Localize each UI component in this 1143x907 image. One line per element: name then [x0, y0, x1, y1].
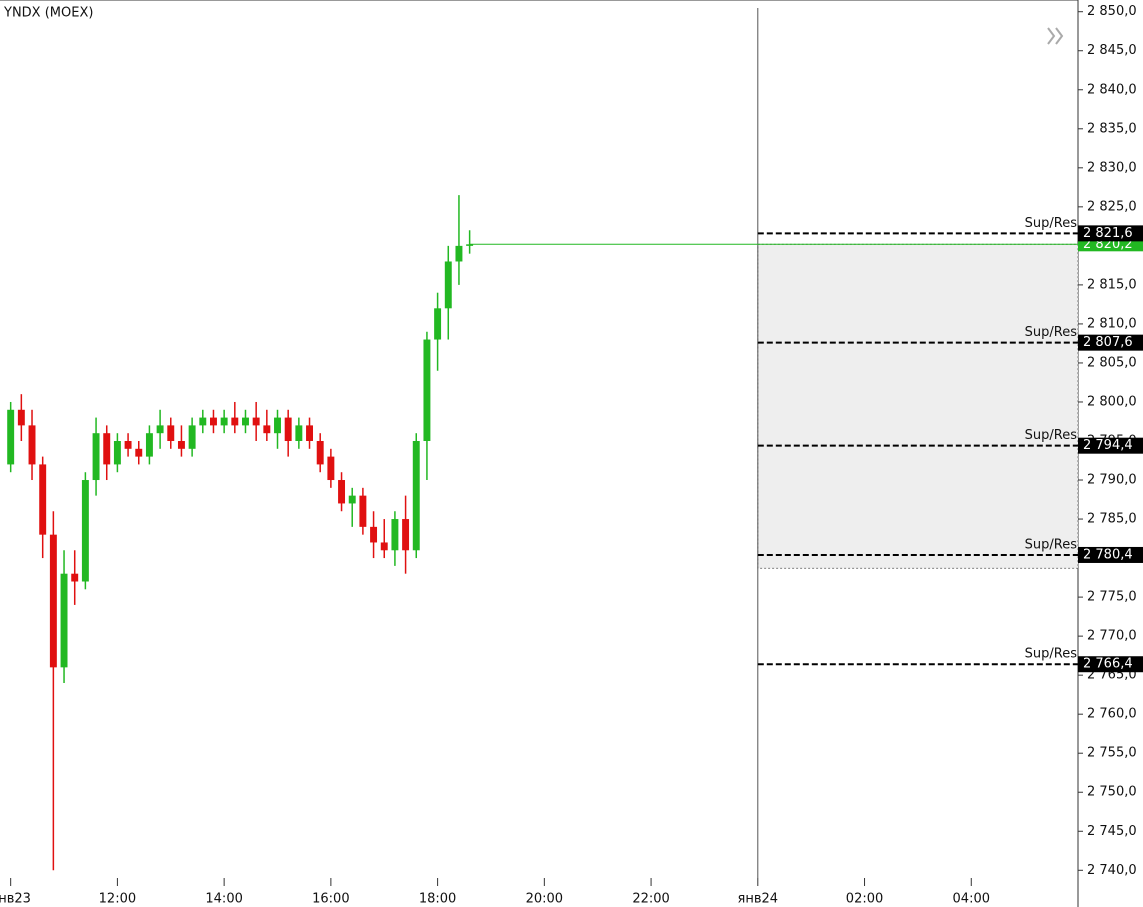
- candle-body: [209, 417, 217, 426]
- y-tick-label: 2 825,0: [1087, 199, 1137, 214]
- y-tick-label: 2 785,0: [1087, 512, 1137, 527]
- candle-body: [391, 519, 399, 551]
- candle-body: [49, 534, 57, 668]
- candle-body: [167, 425, 175, 441]
- candle-body: [295, 425, 303, 441]
- y-tick-label: 2 850,0: [1087, 4, 1137, 19]
- candle-body: [7, 409, 15, 465]
- level-name: Sup/Res: [1025, 216, 1078, 231]
- candle-body: [71, 573, 79, 582]
- candle-body: [402, 519, 410, 551]
- expand-icon[interactable]: [1047, 27, 1064, 45]
- y-tick-label: 2 770,0: [1087, 629, 1137, 644]
- candle-body: [380, 542, 388, 551]
- x-tick-label: 20:00: [526, 892, 563, 907]
- candle-body: [263, 425, 271, 434]
- candle-body: [145, 433, 153, 457]
- candle-body: [348, 495, 356, 504]
- candle-body: [199, 417, 207, 426]
- level-name: Sup/Res: [1025, 647, 1078, 662]
- x-tick-label: 18:00: [419, 892, 456, 907]
- candle-body: [412, 441, 420, 551]
- candle-body: [252, 417, 260, 426]
- candle-body: [28, 425, 36, 465]
- candle-body: [156, 425, 164, 434]
- candle-body: [274, 417, 281, 434]
- chart-title: YNDX (MOEX): [3, 6, 93, 21]
- y-tick-label: 2 805,0: [1087, 355, 1137, 370]
- y-tick-label: 2 740,0: [1087, 863, 1137, 878]
- candle-body: [92, 433, 100, 481]
- y-tick-label: 2 845,0: [1087, 43, 1137, 58]
- y-tick-label: 2 760,0: [1087, 707, 1137, 722]
- candle-body: [124, 441, 132, 449]
- x-tick-label: 14:00: [205, 892, 242, 907]
- candle-body: [60, 573, 68, 668]
- level-badge: [1078, 225, 1143, 242]
- level-badge: [1078, 334, 1143, 351]
- x-tick-label: 02:00: [846, 892, 883, 907]
- candle-body: [316, 441, 324, 465]
- candle-body: [434, 308, 442, 340]
- y-tick-label: 2 815,0: [1087, 277, 1137, 292]
- candle-body: [284, 417, 292, 441]
- x-tick-label: 04:00: [953, 892, 990, 907]
- x-tick-label: 16:00: [312, 892, 349, 907]
- candle-body: [135, 448, 143, 457]
- level-label: 2 807,6: [1083, 335, 1133, 350]
- y-tick-label: 2 810,0: [1087, 316, 1137, 331]
- level-label: 2 780,4: [1083, 547, 1133, 562]
- y-tick-label: 2 830,0: [1087, 160, 1137, 175]
- level-label: 2 794,4: [1083, 438, 1133, 453]
- level-label: 2 766,4: [1083, 657, 1133, 672]
- level-badge: [1078, 546, 1143, 563]
- y-tick-label: 2 800,0: [1087, 394, 1137, 409]
- y-tick-label: 2 790,0: [1087, 473, 1137, 488]
- y-tick-label: 2 840,0: [1087, 82, 1137, 97]
- level-name: Sup/Res: [1025, 325, 1078, 340]
- candle-body: [423, 339, 431, 441]
- x-tick-label: янв23: [0, 892, 31, 907]
- level-badge: [1078, 437, 1143, 454]
- candle-body: [220, 417, 228, 426]
- candle-body: [455, 245, 463, 262]
- y-tick-label: 2 775,0: [1087, 590, 1137, 605]
- range-zone: [757, 243, 1079, 569]
- candle-body: [113, 441, 121, 465]
- candle-body: [370, 526, 378, 543]
- level-name: Sup/Res: [1025, 537, 1078, 552]
- candle-body: [177, 441, 185, 449]
- level-name: Sup/Res: [1025, 428, 1078, 443]
- y-tick-label: 2 750,0: [1087, 785, 1137, 800]
- candle-body: [466, 244, 474, 246]
- x-tick-label: 12:00: [99, 892, 136, 907]
- candle-body: [338, 480, 346, 504]
- candle-body: [444, 261, 452, 309]
- candle-body: [327, 456, 335, 481]
- candle-body: [103, 433, 111, 465]
- y-tick-label: 2 745,0: [1087, 824, 1137, 839]
- level-badge: [1078, 656, 1143, 673]
- candle-body: [306, 425, 313, 441]
- x-tick-label: 22:00: [632, 892, 669, 907]
- candle-body: [359, 495, 367, 527]
- candle-body: [17, 409, 25, 426]
- candle-body: [188, 425, 196, 449]
- y-tick-label: 2 835,0: [1087, 121, 1137, 136]
- y-tick-label: 2 755,0: [1087, 746, 1137, 761]
- x-tick-label: янв24: [738, 892, 779, 907]
- candle-body: [81, 480, 89, 582]
- level-label: 2 821,6: [1083, 226, 1133, 241]
- candle-body: [242, 417, 249, 426]
- candle-body: [39, 464, 47, 535]
- candle-body: [231, 417, 239, 426]
